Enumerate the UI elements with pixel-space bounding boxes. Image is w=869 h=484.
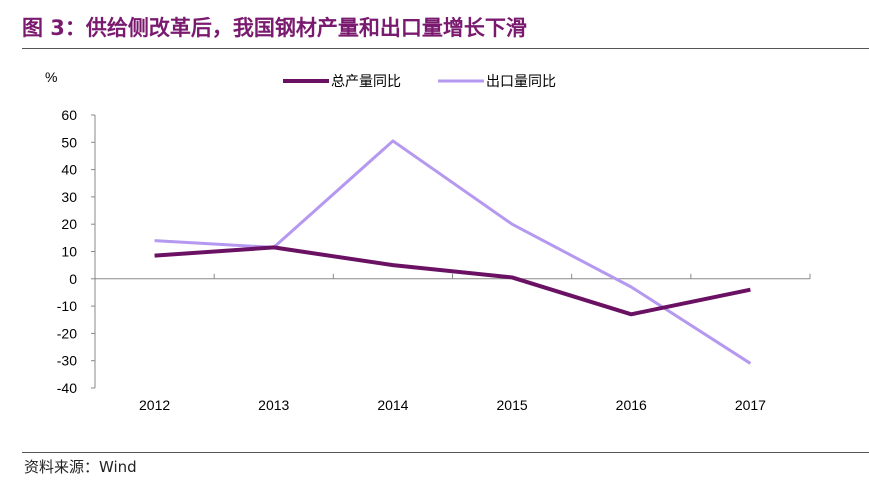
y-tick-label: 0 bbox=[69, 271, 77, 287]
figure-title: 图 3：供给侧改革后，我国钢材产量和出口量增长下滑 bbox=[22, 16, 527, 40]
y-tick-label: -40 bbox=[57, 380, 77, 396]
legend-label-2: 出口量同比 bbox=[486, 73, 556, 89]
y-tick-label: 60 bbox=[61, 107, 77, 123]
x-tick-label: 2014 bbox=[377, 397, 408, 413]
y-tick-label: -20 bbox=[57, 325, 77, 341]
y-tick-label: -30 bbox=[57, 353, 77, 369]
y-tick-label: 40 bbox=[61, 162, 77, 178]
series-line-2 bbox=[154, 139, 752, 365]
x-tick-label: 2017 bbox=[735, 397, 766, 413]
x-tick-label: 2013 bbox=[258, 397, 289, 413]
y-tick-label: 20 bbox=[61, 216, 77, 232]
legend-label-1: 总产量同比 bbox=[331, 73, 401, 89]
y-tick-label: -10 bbox=[57, 298, 77, 314]
y-tick-label: 30 bbox=[61, 189, 77, 205]
y-tick-label: 10 bbox=[61, 244, 77, 260]
source-note: 资料来源：Wind bbox=[24, 458, 137, 476]
x-tick-label: 2015 bbox=[497, 397, 528, 413]
x-tick-label: 2012 bbox=[139, 397, 170, 413]
x-tick-label: 2016 bbox=[616, 397, 647, 413]
series-line-1 bbox=[154, 245, 751, 317]
y-tick-label: 50 bbox=[61, 134, 77, 150]
title-divider bbox=[22, 48, 869, 49]
y-axis-unit: % bbox=[45, 69, 57, 85]
source-divider bbox=[22, 452, 869, 453]
